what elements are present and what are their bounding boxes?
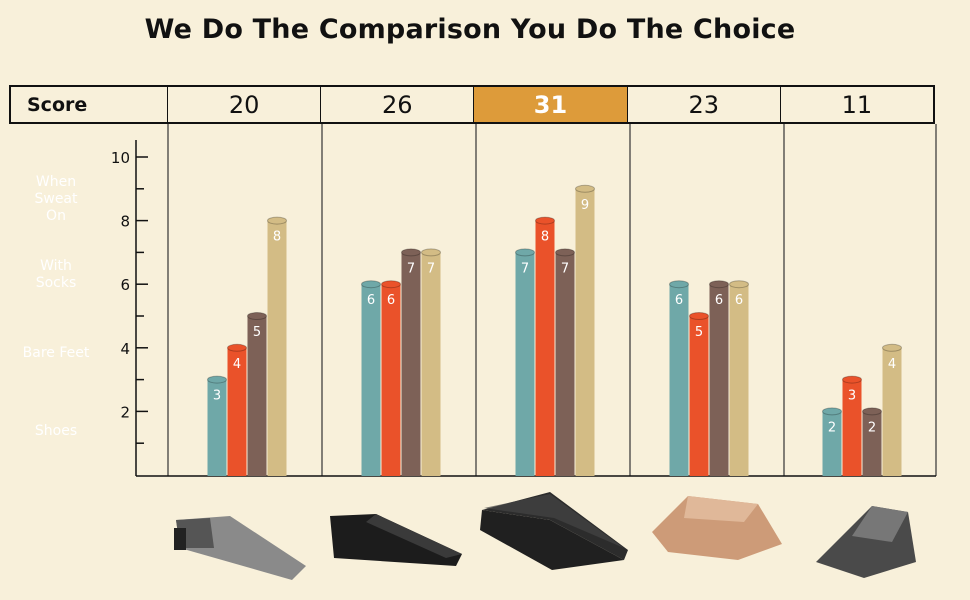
bar-value-label: 7 bbox=[561, 261, 569, 276]
bar bbox=[575, 188, 595, 477]
legend-with-socks: With Socks bbox=[9, 246, 103, 304]
bar-value-label: 6 bbox=[387, 293, 395, 308]
score-cell-3-highlight: 31 bbox=[474, 87, 628, 122]
bar-value-label: 9 bbox=[581, 198, 589, 213]
legend-when-sweat-on: When Sweat On bbox=[9, 170, 103, 228]
bar-cap bbox=[515, 248, 535, 257]
bar-cap bbox=[267, 216, 287, 225]
legend-label-when-sweat-on: When Sweat On bbox=[34, 173, 78, 224]
bar-cap bbox=[862, 407, 882, 416]
bar bbox=[515, 252, 535, 476]
bar bbox=[709, 284, 729, 476]
black-wedge-image bbox=[330, 514, 462, 566]
bar bbox=[729, 284, 749, 476]
bar-cap bbox=[669, 280, 689, 289]
bar-cap bbox=[729, 280, 749, 289]
score-cell-5: 11 bbox=[841, 90, 873, 119]
bar-cap bbox=[842, 375, 862, 384]
bar-value-label: 3 bbox=[213, 389, 221, 404]
textured-black-ramp-image bbox=[480, 492, 628, 570]
bar bbox=[207, 379, 227, 476]
score-cell-1: 20 bbox=[168, 87, 322, 122]
bar-cap bbox=[575, 184, 595, 193]
bar-value-label: 4 bbox=[233, 357, 241, 372]
bar-cap bbox=[207, 375, 227, 384]
bar-value-label: 8 bbox=[541, 230, 549, 245]
bar-value-label: 8 bbox=[273, 230, 281, 245]
y-tick-label: 10 bbox=[111, 149, 130, 167]
bar-cap bbox=[401, 248, 421, 257]
score-cell-4: 23 bbox=[628, 87, 781, 122]
y-tick-label: 8 bbox=[120, 213, 130, 231]
bar-value-label: 7 bbox=[407, 261, 415, 276]
y-tick-label: 4 bbox=[120, 340, 130, 358]
legend-label-bare-feet: Bare Feet bbox=[22, 344, 90, 361]
bar bbox=[842, 379, 862, 476]
y-tick-label: 6 bbox=[120, 276, 130, 294]
bar-cap bbox=[381, 280, 401, 289]
grey-wedge-image bbox=[174, 516, 306, 580]
bar bbox=[862, 411, 882, 476]
bar bbox=[381, 284, 401, 476]
bar-value-label: 4 bbox=[888, 357, 896, 372]
tan-wedge-image bbox=[652, 496, 782, 560]
score-label: Score bbox=[11, 87, 168, 122]
bar-value-label: 5 bbox=[695, 325, 703, 340]
legend-label-with-socks: With Socks bbox=[35, 258, 77, 291]
bar-cap bbox=[822, 407, 842, 416]
bar-value-label: 2 bbox=[868, 420, 876, 435]
bar bbox=[882, 347, 902, 476]
bar-cap bbox=[689, 312, 709, 320]
score-cell-2: 26 bbox=[321, 87, 475, 122]
bar-cap bbox=[535, 216, 555, 225]
bar bbox=[267, 220, 287, 476]
bar-cap bbox=[555, 248, 575, 257]
bar bbox=[361, 284, 381, 476]
bar-cap bbox=[361, 280, 381, 289]
bar bbox=[689, 316, 709, 476]
score-row: Score 20 26 31 23 11 bbox=[9, 85, 935, 124]
bar-value-label: 6 bbox=[367, 293, 375, 308]
bar bbox=[401, 252, 421, 476]
bar-value-label: 6 bbox=[735, 293, 743, 308]
bar-cap bbox=[421, 248, 441, 257]
legend-shoes: Shoes bbox=[9, 402, 103, 460]
chart-title: We Do The Comparison You Do The Choice bbox=[144, 14, 796, 45]
legend-label-shoes: Shoes bbox=[34, 422, 78, 439]
bar bbox=[247, 316, 267, 476]
bar-cap bbox=[882, 343, 902, 352]
bar-value-label: 7 bbox=[427, 261, 435, 276]
bar bbox=[669, 284, 689, 476]
bar-value-label: 5 bbox=[253, 325, 261, 340]
bar bbox=[822, 411, 842, 476]
bar-cap bbox=[247, 312, 267, 320]
bar bbox=[555, 252, 575, 476]
dark-grey-wedge-image bbox=[816, 506, 916, 578]
bar bbox=[227, 347, 247, 476]
bar-value-label: 7 bbox=[521, 261, 529, 276]
legend-bare-feet: Bare Feet bbox=[9, 324, 103, 382]
bar bbox=[421, 252, 441, 476]
bar-value-label: 6 bbox=[715, 293, 723, 308]
bar-value-label: 6 bbox=[675, 293, 683, 308]
bar-cap bbox=[227, 343, 247, 352]
bar-value-label: 3 bbox=[848, 389, 856, 404]
y-tick-label: 2 bbox=[120, 403, 130, 421]
bar bbox=[535, 220, 555, 476]
bar-cap bbox=[709, 280, 729, 289]
bar-value-label: 2 bbox=[828, 420, 836, 435]
